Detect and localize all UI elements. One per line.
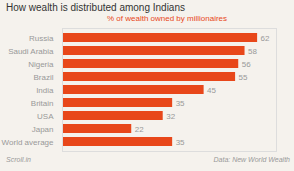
- svg-text:Brazil: Brazil: [33, 73, 53, 82]
- svg-text:22: 22: [135, 125, 144, 134]
- svg-text:62: 62: [261, 34, 270, 43]
- svg-text:56: 56: [242, 60, 251, 69]
- svg-text:Saudi Arabia: Saudi Arabia: [8, 47, 54, 56]
- html-text:How wealth is distributed amon: How wealth is distributed among Indians: [6, 2, 185, 13]
- svg-text:Japan: Japan: [32, 125, 54, 134]
- svg-text:55: 55: [239, 73, 248, 82]
- html-text:Data: New World Wealth: Data: New World Wealth: [213, 156, 290, 163]
- html-text:Scroll.in: Scroll.in: [6, 156, 31, 163]
- svg-text:32: 32: [166, 112, 175, 121]
- svg-text:Nigeria: Nigeria: [28, 60, 54, 69]
- svg-text:45: 45: [207, 86, 216, 95]
- html-text:% of wealth owned by millionai: % of wealth owned by millionaires: [107, 14, 227, 23]
- svg-text:35: 35: [176, 99, 185, 108]
- svg-text:58: 58: [248, 47, 257, 56]
- svg-text:World average: World average: [2, 138, 54, 147]
- svg-text:USA: USA: [37, 112, 54, 121]
- svg-text:Russia: Russia: [29, 34, 54, 43]
- svg-text:35: 35: [176, 138, 185, 147]
- svg-text:Britain: Britain: [31, 99, 54, 108]
- svg-text:India: India: [36, 86, 54, 95]
